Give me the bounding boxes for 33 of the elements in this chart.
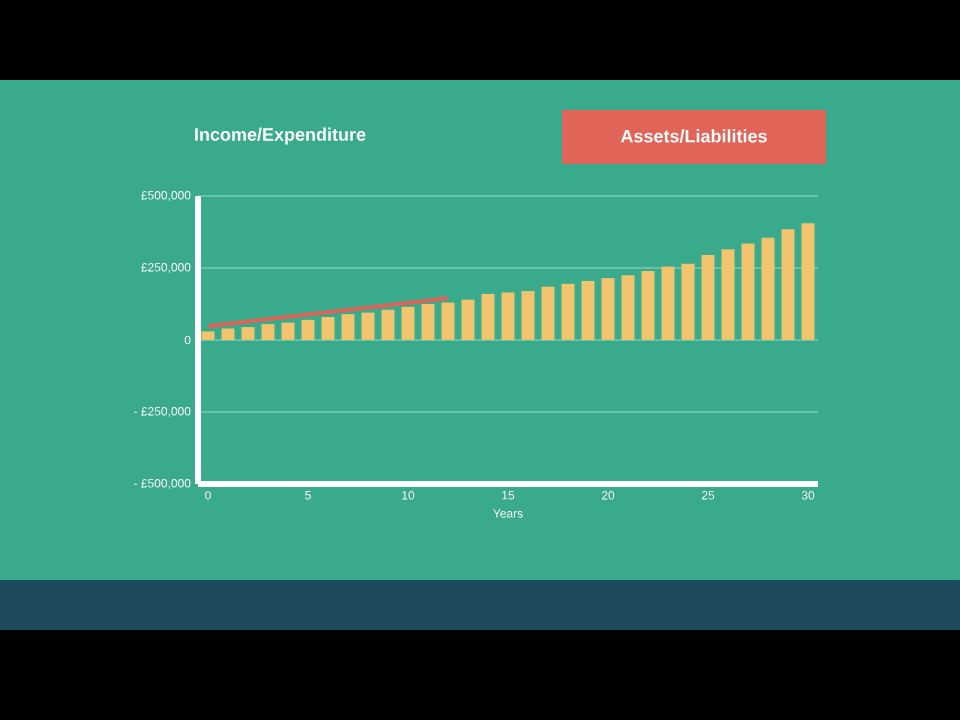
bar [561,283,575,341]
bar [681,263,695,341]
bar [301,319,315,341]
bar [661,266,675,341]
bar [241,327,255,341]
bar [641,270,655,341]
bar [701,255,715,341]
bar [501,292,515,341]
bar [381,309,395,341]
bar [461,299,475,341]
bar [581,280,595,341]
bar [741,243,755,341]
bar [341,314,355,341]
bar [281,322,295,341]
bar [621,275,635,341]
bar [421,304,435,341]
bar [781,229,795,341]
bar [221,328,235,341]
bar [541,286,555,341]
bar [321,316,335,341]
bar [521,291,535,341]
bar [761,237,775,341]
text: Income/Expenditure [195,127,366,145]
bar [601,278,615,341]
bar [441,302,455,341]
bar [361,312,375,341]
text: Assets/Liabilities [620,129,767,143]
bar [261,324,275,341]
bar [801,223,815,341]
bar [401,306,415,341]
bar [721,249,735,341]
bar [481,293,495,341]
bar [201,331,215,341]
